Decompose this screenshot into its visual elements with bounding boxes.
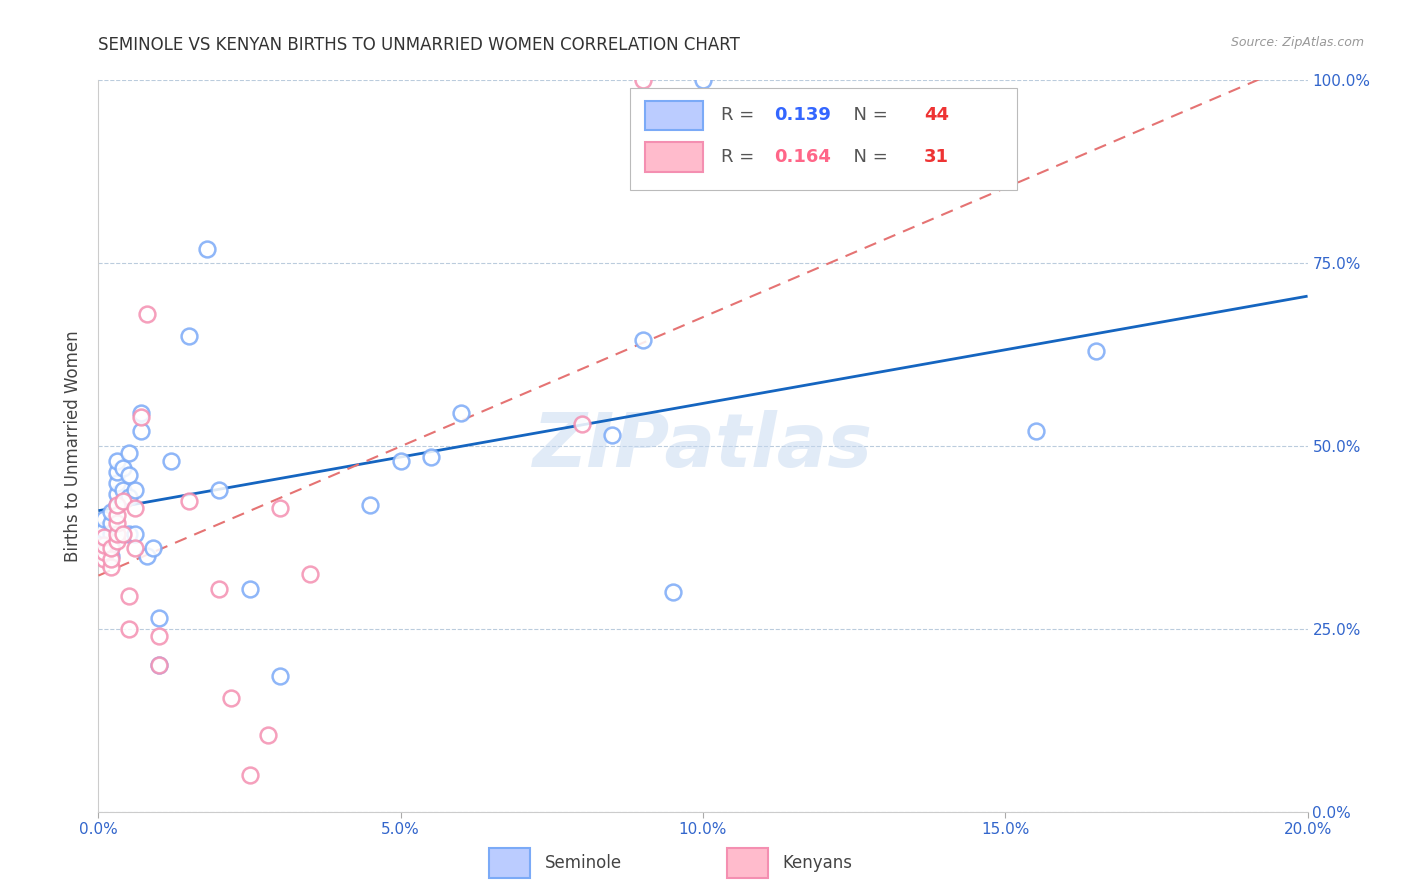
Point — [118, 526, 141, 541]
Point — [389, 453, 412, 467]
Point — [105, 453, 128, 467]
Point — [221, 691, 243, 706]
Point — [118, 490, 141, 504]
Point — [105, 516, 128, 530]
Point — [148, 629, 170, 643]
Point — [105, 498, 128, 512]
Point — [111, 494, 134, 508]
Text: 44: 44 — [924, 106, 949, 124]
Point — [111, 483, 134, 497]
Point — [124, 526, 146, 541]
Point — [105, 526, 128, 541]
Y-axis label: Births to Unmarried Women: Births to Unmarried Women — [65, 330, 83, 562]
Point — [179, 329, 201, 343]
Text: R =: R = — [721, 148, 761, 166]
Point — [100, 526, 122, 541]
Point — [299, 567, 322, 582]
FancyBboxPatch shape — [727, 848, 768, 878]
Point — [118, 468, 141, 483]
Point — [93, 552, 115, 566]
Point — [100, 538, 122, 552]
Point — [269, 501, 291, 516]
Point — [208, 483, 231, 497]
Point — [195, 242, 218, 256]
Point — [93, 512, 115, 526]
Point — [93, 534, 115, 549]
Point — [105, 508, 128, 523]
Point — [662, 585, 685, 599]
Point — [118, 589, 141, 603]
Point — [100, 505, 122, 519]
Point — [129, 409, 152, 424]
Point — [602, 428, 624, 442]
Point — [100, 559, 122, 574]
Point — [692, 73, 714, 87]
Point — [129, 425, 152, 439]
Point — [105, 534, 128, 549]
Point — [148, 611, 170, 625]
FancyBboxPatch shape — [645, 143, 703, 171]
Point — [111, 526, 134, 541]
Point — [118, 446, 141, 460]
Point — [160, 453, 183, 467]
FancyBboxPatch shape — [630, 87, 1018, 190]
Point — [631, 73, 654, 87]
Point — [360, 498, 382, 512]
Point — [571, 417, 593, 431]
Point — [111, 526, 134, 541]
Point — [124, 541, 146, 556]
Point — [135, 549, 157, 563]
Point — [93, 538, 115, 552]
Point — [93, 523, 115, 537]
FancyBboxPatch shape — [489, 848, 530, 878]
Point — [148, 658, 170, 673]
Text: Seminole: Seminole — [546, 854, 621, 872]
Point — [118, 622, 141, 636]
Point — [100, 516, 122, 530]
Point — [148, 658, 170, 673]
Text: 0.164: 0.164 — [775, 148, 831, 166]
Point — [256, 728, 278, 742]
Text: 0.139: 0.139 — [775, 106, 831, 124]
FancyBboxPatch shape — [645, 101, 703, 130]
Point — [1085, 343, 1108, 358]
Point — [111, 461, 134, 475]
Text: 31: 31 — [924, 148, 949, 166]
Point — [179, 494, 201, 508]
Point — [239, 768, 262, 782]
Point — [100, 552, 122, 566]
Point — [269, 669, 291, 683]
Point — [135, 307, 157, 321]
Point — [124, 501, 146, 516]
Point — [631, 333, 654, 347]
Point — [420, 450, 443, 464]
Text: Source: ZipAtlas.com: Source: ZipAtlas.com — [1230, 36, 1364, 49]
Text: N =: N = — [842, 148, 894, 166]
Point — [105, 486, 128, 500]
Text: ZIPatlas: ZIPatlas — [533, 409, 873, 483]
Point — [105, 475, 128, 490]
Point — [93, 530, 115, 544]
Point — [239, 582, 262, 596]
Point — [450, 406, 472, 420]
Text: Kenyans: Kenyans — [783, 854, 853, 872]
Point — [93, 545, 115, 559]
Text: N =: N = — [842, 106, 894, 124]
Point — [124, 483, 146, 497]
Point — [142, 541, 165, 556]
Point — [129, 406, 152, 420]
Point — [105, 465, 128, 479]
Point — [1024, 425, 1046, 439]
Point — [100, 541, 122, 556]
Point — [208, 582, 231, 596]
Point — [100, 549, 122, 563]
Text: R =: R = — [721, 106, 761, 124]
Text: SEMINOLE VS KENYAN BIRTHS TO UNMARRIED WOMEN CORRELATION CHART: SEMINOLE VS KENYAN BIRTHS TO UNMARRIED W… — [98, 36, 741, 54]
Point — [105, 498, 128, 512]
